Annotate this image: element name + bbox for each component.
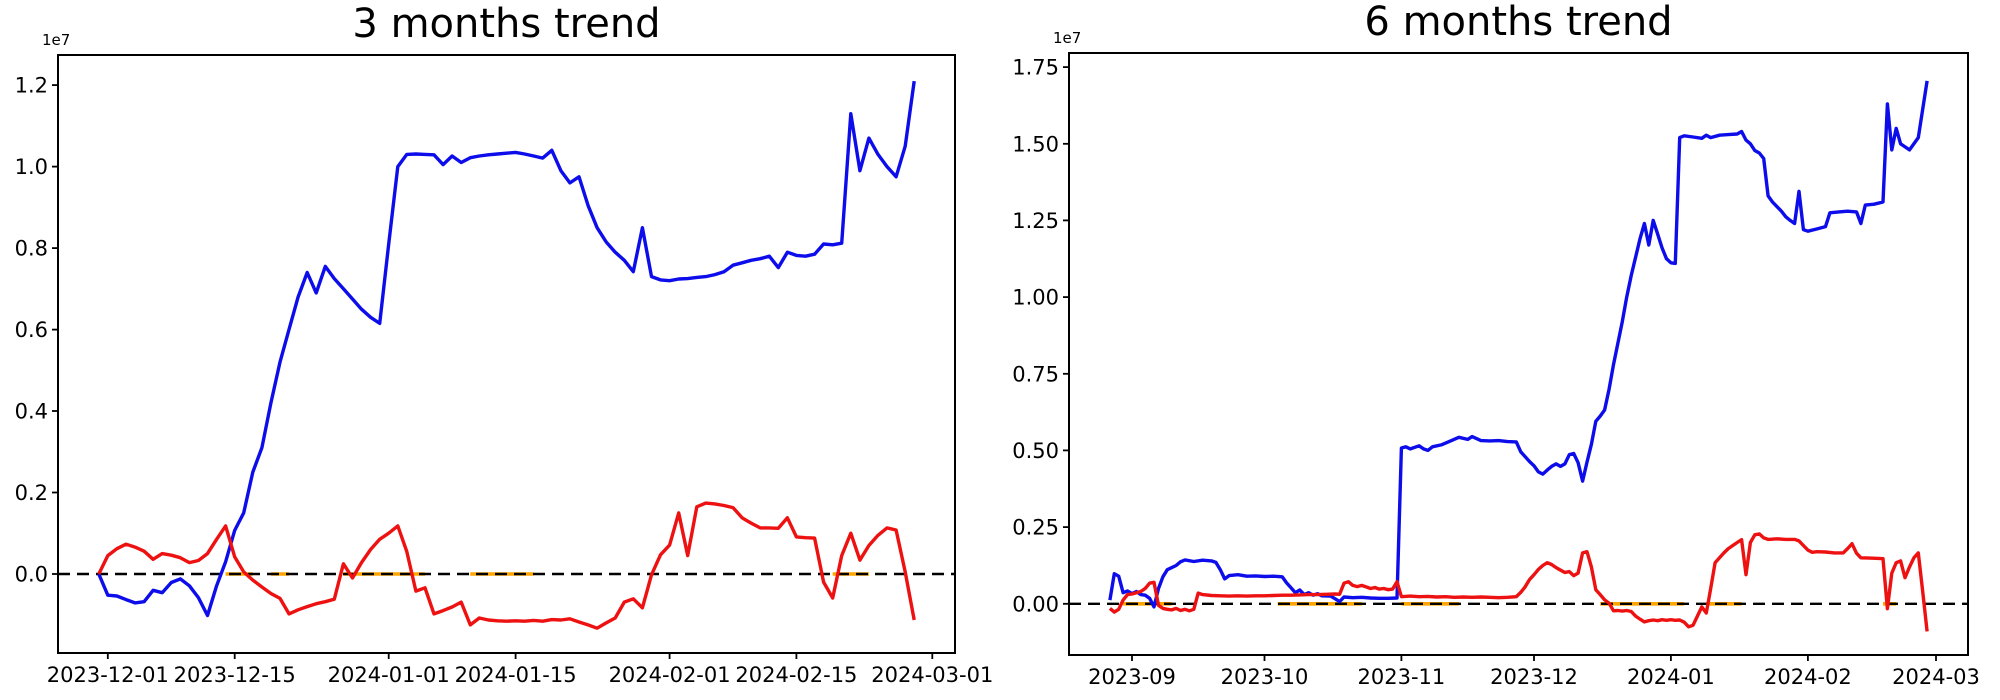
y-tick-label: 1.50 bbox=[1012, 132, 1059, 156]
y-tick-label: 1.25 bbox=[1012, 209, 1059, 233]
y-tick-label: 1.2 bbox=[15, 74, 48, 98]
y-axis-offset-label-right: 1e7 bbox=[1053, 29, 1082, 47]
y-tick-label: 1.00 bbox=[1012, 286, 1059, 310]
x-tick-label: 2023-12 bbox=[1490, 665, 1578, 689]
blue-line bbox=[97, 80, 916, 618]
y-tick-label: 0.50 bbox=[1012, 439, 1059, 463]
x-tick-label: 2024-01-01 bbox=[328, 663, 450, 687]
x-tick-label: 2023-10 bbox=[1221, 665, 1309, 689]
x-tick-label: 2024-02-01 bbox=[609, 663, 731, 687]
x-tick-label: 2024-03-01 bbox=[871, 663, 993, 687]
x-tick-label: 2024-01-15 bbox=[455, 663, 577, 687]
x-tick-label: 2024-01 bbox=[1627, 665, 1715, 689]
x-tick-label: 2024-02 bbox=[1764, 665, 1852, 689]
y-tick-label: 1.75 bbox=[1012, 56, 1059, 80]
red-line bbox=[1108, 532, 1929, 632]
y-tick-label: 0.4 bbox=[15, 400, 48, 424]
y-tick-label: 0.6 bbox=[15, 318, 48, 342]
y-tick-label: 0.00 bbox=[1012, 592, 1059, 616]
chart-title-3-months-trend: 3 months trend bbox=[352, 1, 661, 47]
x-tick-label: 2023-12-01 bbox=[47, 663, 169, 687]
y-axis-offset-label-left: 1e7 bbox=[42, 31, 71, 49]
y-tick-label: 0.2 bbox=[15, 481, 48, 505]
y-tick-label: 0.0 bbox=[15, 563, 48, 587]
x-tick-label: 2024-03 bbox=[1892, 665, 1980, 689]
chart-title-6-months-trend: 6 months trend bbox=[1364, 0, 1673, 45]
axes-frame bbox=[1068, 52, 1969, 656]
axes-frame bbox=[57, 54, 956, 654]
x-tick-label: 2023-11 bbox=[1358, 665, 1446, 689]
x-tick-label: 2023-12-15 bbox=[174, 663, 296, 687]
x-tick-label: 2023-09 bbox=[1088, 665, 1176, 689]
y-tick-label: 0.8 bbox=[15, 237, 48, 261]
x-tick-label: 2024-02-15 bbox=[735, 663, 857, 687]
y-tick-label: 0.25 bbox=[1012, 516, 1059, 540]
red-line bbox=[97, 501, 916, 630]
y-tick-label: 1.0 bbox=[15, 155, 48, 179]
y-tick-label: 0.75 bbox=[1012, 362, 1059, 386]
blue-line bbox=[1108, 80, 1929, 609]
